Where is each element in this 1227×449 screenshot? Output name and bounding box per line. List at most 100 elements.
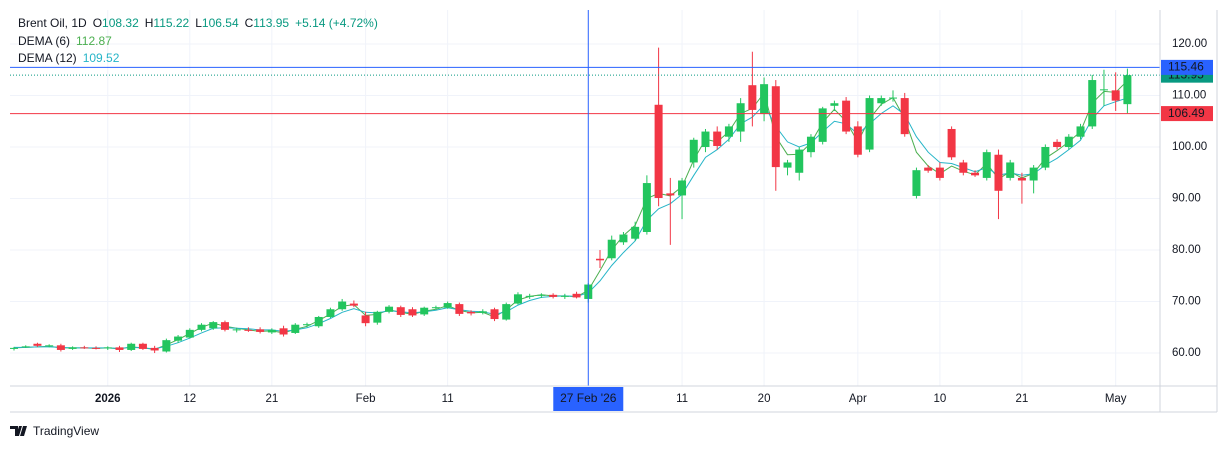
candle-body — [994, 154, 1003, 191]
candle-body — [291, 324, 300, 333]
candle-body — [795, 149, 804, 173]
candle-body — [596, 258, 604, 261]
candle-body — [1006, 162, 1015, 178]
ohlc-key: C — [245, 16, 254, 30]
x-tick-label: May — [1105, 393, 1127, 405]
x-tick-label: 21 — [265, 393, 278, 405]
candle-body — [619, 234, 628, 243]
candle-body — [490, 309, 499, 320]
candle-body — [1076, 126, 1085, 137]
candle-body — [361, 315, 370, 324]
candle-body — [865, 98, 874, 150]
candle-body — [631, 226, 640, 239]
header: Brent Oil, 1D O108.32 H115.22 L106.54 C113.9… — [18, 16, 378, 30]
y-tick-label: 100.00 — [1172, 141, 1207, 153]
x-tick-label: 10 — [933, 393, 946, 405]
change: +5.14 (+4.72%) — [295, 16, 378, 30]
candle-body — [396, 307, 405, 315]
candle-body — [724, 126, 733, 137]
candle-body — [678, 180, 687, 196]
crosshair-date-box — [553, 387, 624, 411]
candle-body — [607, 239, 616, 259]
candle-body — [21, 346, 30, 348]
legend-entry: DEMA (6) 112.87 — [18, 34, 112, 48]
legend-value: 109.52 — [83, 51, 120, 65]
x-tick-label: 21 — [1016, 393, 1029, 405]
y-tick-label: 80.00 — [1172, 244, 1201, 256]
legend-value: 112.87 — [76, 34, 112, 48]
candle-body — [326, 309, 335, 317]
candle-body — [877, 98, 886, 104]
candle-body — [853, 126, 862, 155]
candle-body — [103, 347, 112, 349]
x-tick-label: 12 — [183, 393, 196, 405]
candle-body — [1099, 89, 1108, 91]
candle-body — [748, 85, 757, 110]
candle-body — [549, 294, 558, 297]
candle-body — [174, 336, 183, 341]
candle-body — [924, 167, 933, 171]
candle-body — [338, 301, 347, 310]
candle-body — [10, 347, 18, 349]
ohlc-value: 115.22 — [153, 16, 189, 30]
candle-body — [806, 136, 815, 153]
candle-body — [689, 139, 698, 163]
candle-body — [162, 340, 171, 352]
legend-entry: DEMA (12) 109.52 — [18, 51, 120, 65]
x-tick-label: Feb — [356, 393, 376, 405]
axes: 60.00 70.00 80.00 90.00 100.00 110.00 120.00 20… — [95, 38, 1207, 405]
ohlc-value: 113.95 — [253, 16, 289, 30]
candle-body — [420, 307, 429, 315]
candle-body — [537, 294, 546, 296]
candle-body — [1123, 75, 1132, 105]
candle-body — [92, 347, 101, 349]
candle-body — [138, 343, 147, 349]
legend: Brent Oil, 1D O108.32 H115.22 L106.54 C113.9… — [18, 16, 378, 65]
candle-body — [1017, 177, 1026, 181]
candle-body — [467, 311, 476, 314]
candle-body — [713, 131, 722, 146]
candle-body — [830, 103, 839, 106]
price-label: 106.49 — [1168, 106, 1205, 120]
candle-body — [408, 309, 417, 316]
symbol: Brent Oil, 1D — [18, 16, 87, 30]
brand-logo — [10, 426, 27, 436]
candle-body — [900, 98, 909, 135]
candle-body — [209, 322, 218, 329]
crosshair-price-label: 115.46 — [1168, 60, 1204, 74]
candle-body — [478, 311, 487, 313]
candle-body — [185, 329, 194, 338]
y-tick-label: 110.00 — [1172, 90, 1206, 102]
candle-body — [525, 295, 534, 297]
candle-body — [150, 347, 159, 351]
ohlc-key: O — [93, 16, 102, 30]
candle-body — [560, 295, 569, 297]
crosshair-date-label: 27 Feb '26 — [560, 391, 617, 405]
candle-body — [127, 343, 136, 350]
candle-body — [513, 294, 522, 304]
candle-body — [1041, 147, 1050, 168]
candle-body — [818, 108, 827, 142]
candle-body — [701, 131, 710, 148]
candle-body — [1088, 80, 1097, 127]
x-tick-label: Apr — [849, 393, 867, 405]
candle-body — [314, 316, 323, 327]
y-tick-label: 60.00 — [1172, 347, 1201, 359]
candle-body — [431, 307, 440, 309]
candle-body — [373, 311, 382, 323]
ohlc-value: 106.54 — [202, 16, 239, 30]
candle-body — [197, 324, 206, 330]
candle-body — [279, 328, 288, 335]
candle-body — [654, 104, 663, 198]
candle-body — [232, 329, 241, 331]
candle-body — [760, 84, 769, 115]
candle-body — [45, 345, 54, 347]
brand: TradingView — [10, 424, 99, 438]
brand-name: TradingView — [33, 424, 99, 438]
candle-body — [267, 329, 276, 333]
overlay: 113.95 106.49 115.46 27 Feb '26 — [10, 10, 1213, 411]
ohlc-key: H — [145, 16, 154, 30]
x-tick-label: 11 — [676, 393, 688, 405]
candle-body — [971, 172, 980, 176]
